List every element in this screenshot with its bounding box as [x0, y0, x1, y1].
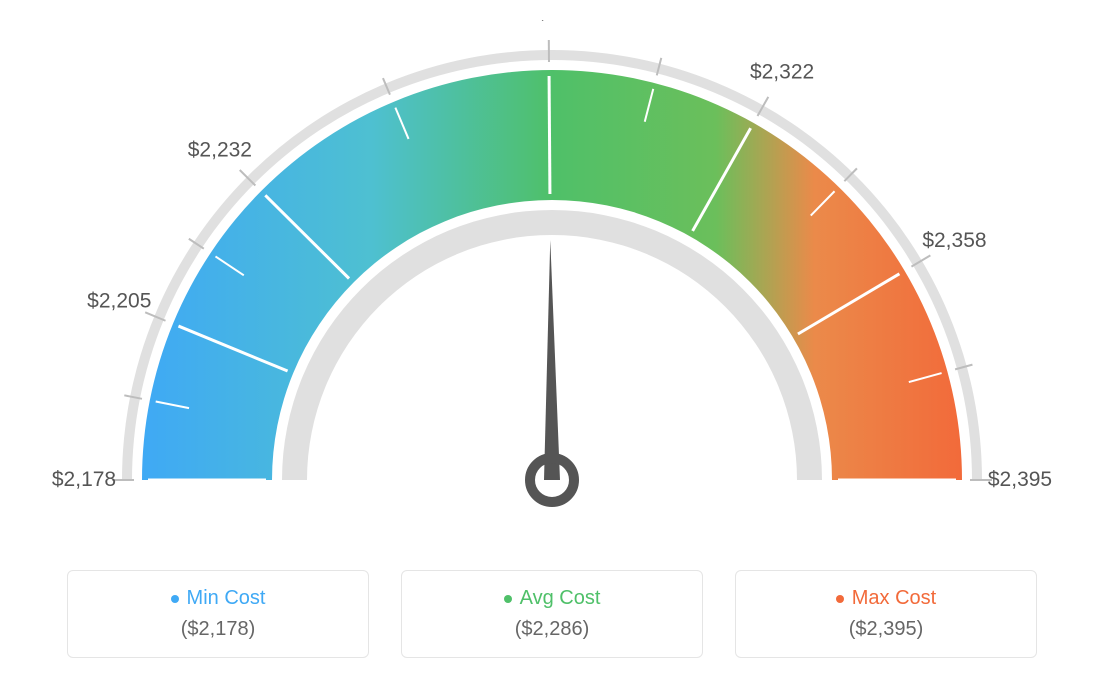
gauge-tick-label: $2,286	[516, 20, 580, 23]
legend-title-max: Max Cost	[852, 587, 936, 610]
gauge-tick-label: $2,322	[750, 60, 814, 83]
legend-head-min: Min Cost	[171, 587, 266, 610]
gauge-tick	[549, 76, 550, 194]
legend-value-max: ($2,395)	[736, 618, 1036, 641]
legend-card-max: Max Cost ($2,395)	[735, 570, 1037, 658]
gauge-chart: $2,178 $2,205 $2,232 $2,286 $2,322 $2,358 $2,3…	[40, 20, 1064, 658]
legend-head-max: Max Cost	[836, 587, 936, 610]
gauge-tick-label: $2,178	[52, 468, 116, 491]
legend-head-avg: Avg Cost	[504, 587, 601, 610]
dot-icon	[171, 595, 179, 603]
gauge-svg: $2,178 $2,205 $2,232 $2,286 $2,322 $2,358 $2,3…	[40, 20, 1064, 540]
gauge-tick-label: $2,358	[922, 229, 986, 252]
gauge-tick-label: $2,205	[87, 290, 151, 313]
legend-row: Min Cost ($2,178) Avg Cost ($2,286) Max …	[40, 570, 1064, 658]
gauge-tick-label: $2,232	[188, 138, 252, 161]
legend-value-avg: ($2,286)	[402, 618, 702, 641]
dot-icon	[836, 595, 844, 603]
legend-title-min: Min Cost	[187, 587, 266, 610]
legend-value-min: ($2,178)	[68, 618, 368, 641]
gauge-tick-label: $2,395	[988, 468, 1052, 491]
gauge-needle	[544, 240, 560, 480]
legend-card-min: Min Cost ($2,178)	[67, 570, 369, 658]
legend-title-avg: Avg Cost	[520, 587, 601, 610]
legend-card-avg: Avg Cost ($2,286)	[401, 570, 703, 658]
dot-icon	[504, 595, 512, 603]
